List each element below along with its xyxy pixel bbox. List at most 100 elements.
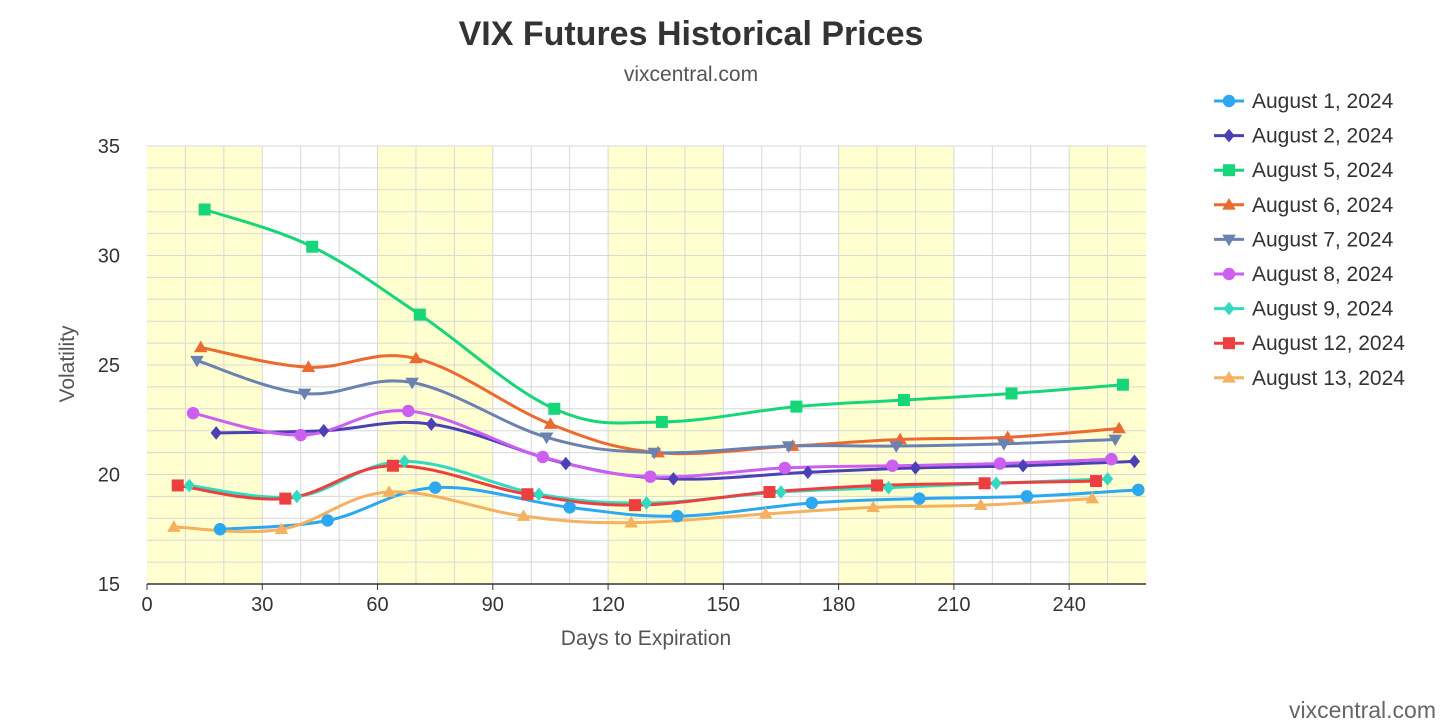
data-point-marker[interactable]	[781, 441, 796, 453]
data-point-marker[interactable]	[425, 417, 437, 431]
data-point-marker[interactable]	[413, 308, 426, 321]
legend-item[interactable]: August 7, 2024	[1214, 228, 1394, 251]
legend-item[interactable]: August 13, 2024	[1214, 367, 1405, 390]
data-point-marker[interactable]	[897, 394, 910, 407]
data-point-marker[interactable]	[667, 472, 679, 486]
legend-marker-icon[interactable]	[1222, 371, 1236, 383]
data-point-marker[interactable]	[294, 428, 307, 442]
data-point-marker[interactable]	[1020, 490, 1034, 503]
data-point-marker[interactable]	[291, 489, 303, 504]
data-point-marker[interactable]	[1116, 378, 1129, 391]
data-point-marker[interactable]	[1090, 475, 1103, 488]
legend-marker-icon[interactable]	[1222, 234, 1236, 247]
data-point-marker[interactable]	[990, 476, 1002, 491]
data-point-marker[interactable]	[563, 501, 576, 514]
legend-marker-icon[interactable]	[1223, 128, 1235, 143]
data-point-marker[interactable]	[171, 479, 184, 492]
data-point-marker[interactable]	[882, 480, 895, 495]
data-point-marker[interactable]	[1101, 472, 1114, 486]
legend[interactable]: August 1, 2024 August 2, 2024 August 5, 20…	[1214, 90, 1405, 390]
data-point-marker[interactable]	[382, 485, 396, 497]
legend-item[interactable]: August 12, 2024	[1214, 332, 1405, 355]
data-point-marker[interactable]	[321, 514, 334, 527]
data-point-marker[interactable]	[775, 485, 787, 499]
data-point-marker[interactable]	[993, 457, 1007, 470]
data-point-marker[interactable]	[889, 441, 904, 453]
y-axis-label: Volatility	[56, 325, 79, 403]
data-point-marker[interactable]	[640, 496, 653, 510]
data-point-marker[interactable]	[655, 415, 668, 428]
legend-item[interactable]: August 6, 2024	[1214, 194, 1394, 217]
legend-marker-icon[interactable]	[1223, 337, 1235, 350]
data-point-marker[interactable]	[644, 470, 657, 483]
legend-marker-icon[interactable]	[1223, 301, 1235, 316]
data-point-marker[interactable]	[428, 481, 442, 494]
data-point-marker[interactable]	[274, 522, 289, 535]
data-point-marker[interactable]	[536, 450, 549, 464]
data-point-marker[interactable]	[213, 523, 227, 536]
data-point-marker[interactable]	[183, 478, 195, 493]
data-point-marker[interactable]	[778, 461, 792, 475]
data-point-marker[interactable]	[279, 492, 292, 505]
legend-item[interactable]: August 9, 2024	[1214, 298, 1394, 321]
data-point-marker[interactable]	[763, 486, 776, 499]
data-point-marker[interactable]	[997, 439, 1011, 451]
data-point-marker[interactable]	[866, 500, 880, 513]
data-point-marker[interactable]	[1105, 452, 1118, 466]
data-point-marker[interactable]	[647, 447, 661, 460]
credit-text[interactable]: vixcentral.com	[1289, 697, 1436, 723]
legend-marker-icon[interactable]	[1222, 198, 1236, 210]
data-point-marker[interactable]	[1005, 387, 1018, 400]
legend-item[interactable]: August 2, 2024	[1214, 125, 1394, 148]
data-point-marker[interactable]	[306, 240, 319, 253]
data-point-marker[interactable]	[198, 203, 211, 216]
data-point-marker[interactable]	[624, 515, 638, 528]
data-point-marker[interactable]	[1085, 491, 1100, 504]
data-point-marker[interactable]	[913, 492, 926, 505]
data-point-marker[interactable]	[409, 351, 423, 364]
data-point-marker[interactable]	[533, 487, 545, 502]
data-point-marker[interactable]	[398, 454, 411, 469]
legend-item[interactable]: August 5, 2024	[1214, 159, 1394, 182]
x-tick-label: 90	[482, 594, 504, 616]
data-point-marker[interactable]	[516, 509, 531, 521]
data-point-marker[interactable]	[386, 459, 399, 472]
data-point-marker[interactable]	[1017, 458, 1029, 473]
data-point-marker[interactable]	[543, 417, 558, 429]
data-point-marker[interactable]	[1128, 454, 1141, 469]
legend-item[interactable]: August 1, 2024	[1214, 90, 1394, 113]
data-point-marker[interactable]	[909, 461, 922, 475]
data-point-marker[interactable]	[297, 388, 312, 401]
data-point-marker[interactable]	[193, 340, 208, 353]
data-point-marker[interactable]	[301, 360, 316, 372]
data-point-marker[interactable]	[973, 498, 988, 510]
data-point-marker[interactable]	[790, 400, 803, 413]
legend-item[interactable]: August 8, 2024	[1214, 263, 1394, 286]
data-point-marker[interactable]	[318, 423, 330, 438]
data-point-marker[interactable]	[521, 488, 534, 501]
data-point-marker[interactable]	[758, 507, 773, 519]
data-point-marker[interactable]	[548, 402, 561, 415]
data-point-marker[interactable]	[167, 520, 181, 532]
legend-marker-icon[interactable]	[1222, 94, 1236, 108]
data-point-marker[interactable]	[186, 406, 200, 420]
legend-marker-icon[interactable]	[1222, 267, 1236, 281]
data-point-marker[interactable]	[871, 479, 884, 492]
data-point-marker[interactable]	[1112, 421, 1126, 434]
data-point-marker[interactable]	[802, 465, 814, 480]
data-point-marker[interactable]	[1108, 434, 1123, 447]
data-point-marker[interactable]	[210, 426, 222, 440]
data-point-marker[interactable]	[805, 496, 818, 510]
data-point-marker[interactable]	[539, 432, 554, 445]
data-point-marker[interactable]	[405, 377, 419, 390]
data-point-marker[interactable]	[560, 456, 572, 471]
data-point-marker[interactable]	[670, 509, 684, 523]
data-point-marker[interactable]	[886, 459, 899, 472]
data-point-marker[interactable]	[628, 499, 641, 512]
legend-marker-icon[interactable]	[1223, 164, 1235, 177]
x-tick-label: 150	[707, 594, 740, 616]
data-point-marker[interactable]	[402, 404, 415, 418]
data-point-marker[interactable]	[1132, 483, 1145, 497]
data-point-marker[interactable]	[190, 355, 204, 368]
data-point-marker[interactable]	[978, 477, 991, 490]
